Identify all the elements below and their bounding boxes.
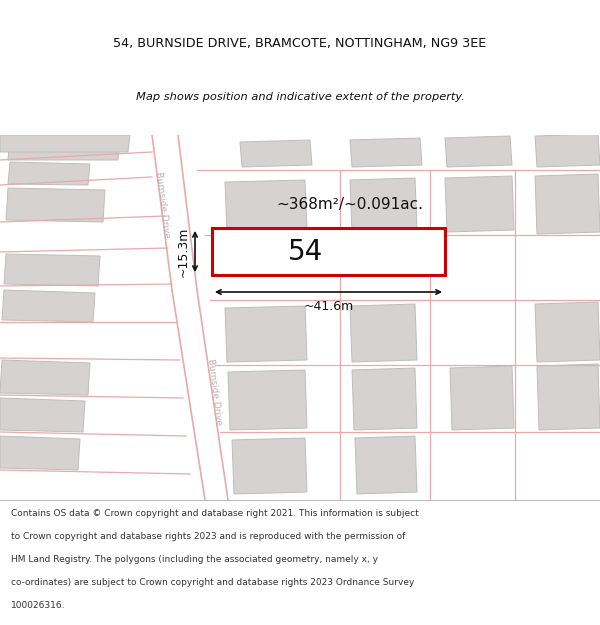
Text: Contains OS data © Crown copyright and database right 2021. This information is : Contains OS data © Crown copyright and d…: [11, 509, 419, 518]
Polygon shape: [2, 290, 95, 322]
Polygon shape: [350, 138, 422, 167]
Polygon shape: [535, 174, 600, 234]
Polygon shape: [240, 140, 312, 167]
Polygon shape: [225, 180, 307, 232]
Polygon shape: [350, 304, 417, 362]
Polygon shape: [6, 188, 105, 222]
Polygon shape: [4, 254, 100, 286]
Polygon shape: [355, 436, 417, 494]
Polygon shape: [352, 368, 417, 430]
Polygon shape: [0, 436, 80, 470]
Polygon shape: [0, 135, 130, 152]
Text: co-ordinates) are subject to Crown copyright and database rights 2023 Ordnance S: co-ordinates) are subject to Crown copyr…: [11, 578, 414, 587]
Text: Burnside Drive: Burnside Drive: [206, 358, 224, 426]
Text: ~368m²/~0.091ac.: ~368m²/~0.091ac.: [277, 198, 424, 212]
Polygon shape: [445, 176, 514, 232]
Polygon shape: [535, 134, 600, 167]
Bar: [212, 228, 445, 275]
Polygon shape: [445, 136, 512, 167]
Text: 100026316.: 100026316.: [11, 601, 65, 610]
Text: 54, BURNSIDE DRIVE, BRAMCOTE, NOTTINGHAM, NG9 3EE: 54, BURNSIDE DRIVE, BRAMCOTE, NOTTINGHAM…: [113, 37, 487, 50]
Polygon shape: [535, 302, 600, 362]
Polygon shape: [350, 178, 417, 232]
Text: 54: 54: [287, 238, 323, 266]
Text: Map shows position and indicative extent of the property.: Map shows position and indicative extent…: [136, 92, 464, 103]
Text: Burnside Drive: Burnside Drive: [154, 171, 172, 239]
Polygon shape: [0, 398, 85, 432]
Polygon shape: [0, 360, 90, 395]
Polygon shape: [228, 370, 307, 430]
Polygon shape: [232, 438, 307, 494]
Polygon shape: [225, 306, 307, 362]
Polygon shape: [450, 366, 514, 430]
Text: ~41.6m: ~41.6m: [304, 300, 353, 313]
Polygon shape: [8, 135, 120, 160]
Text: HM Land Registry. The polygons (including the associated geometry, namely x, y: HM Land Registry. The polygons (includin…: [11, 555, 378, 564]
Polygon shape: [8, 162, 90, 185]
Text: to Crown copyright and database rights 2023 and is reproduced with the permissio: to Crown copyright and database rights 2…: [11, 532, 405, 541]
Polygon shape: [537, 364, 600, 430]
Text: ~15.3m: ~15.3m: [177, 226, 190, 277]
